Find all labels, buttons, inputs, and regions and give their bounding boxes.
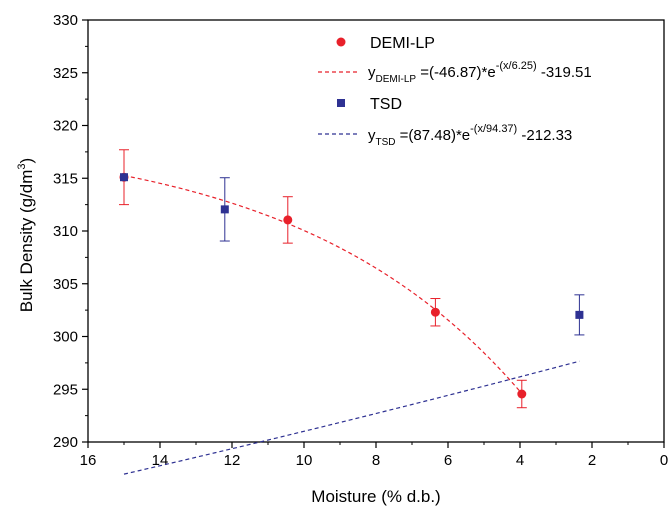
y-tick-label: 330 xyxy=(53,12,78,29)
legend-label-tsd: TSD xyxy=(370,96,402,113)
legend: DEMI-LP yDEMI-LP =(-46.87)*e-(x/6.25) -3… xyxy=(318,35,592,148)
y-tick-label: 290 xyxy=(53,434,78,451)
x-tick-label: 2 xyxy=(588,452,596,469)
fit-curve-demi-lp xyxy=(123,174,523,394)
error-bars xyxy=(119,149,585,409)
legend-label-demi-lp: DEMI-LP xyxy=(370,35,435,52)
data-point-tsd xyxy=(220,205,229,214)
x-tick-label: 16 xyxy=(80,452,97,469)
x-tick-label: 6 xyxy=(444,452,452,469)
x-tick-label: 10 xyxy=(296,452,313,469)
data-points xyxy=(119,172,584,399)
fit-curve-tsd xyxy=(123,360,580,475)
data-point-demi-lp xyxy=(517,389,527,399)
data-point-demi-lp xyxy=(430,307,440,317)
data-point-tsd xyxy=(120,173,128,182)
y-tick-label: 315 xyxy=(53,170,78,187)
y-tick-label: 305 xyxy=(53,276,78,293)
x-tick-label: 14 xyxy=(152,452,169,469)
y-tick-label: 320 xyxy=(53,118,78,135)
equation-demi-lp: yDEMI-LP =(-46.87)*e-(x/6.25) -319.51 xyxy=(368,60,592,85)
equation-tsd: yTSD =(87.48)*e-(x/94.37) -212.33 xyxy=(368,123,572,148)
fit-curves xyxy=(123,174,580,475)
x-tick-label: 0 xyxy=(660,452,668,469)
legend-marker-tsd xyxy=(337,99,345,107)
x-axis-ticks: 16 14 12 10 8 6 4 2 0 xyxy=(80,442,668,469)
data-point-tsd xyxy=(575,310,584,319)
y-tick-label: 300 xyxy=(53,329,78,346)
y-axis-title: Bulk Density (g/dm3) xyxy=(16,158,36,312)
y-axis-ticks: 290 295 300 305 310 315 320 325 330 xyxy=(53,12,88,451)
x-axis-title: Moisture (% d.b.) xyxy=(311,487,440,506)
y-tick-label: 325 xyxy=(53,65,78,82)
x-tick-label: 12 xyxy=(224,452,241,469)
y-tick-label: 310 xyxy=(53,223,78,240)
y-tick-label: 295 xyxy=(53,381,78,398)
data-point-demi-lp xyxy=(283,215,293,225)
legend-marker-demi-lp xyxy=(336,37,346,47)
x-tick-label: 4 xyxy=(516,452,524,469)
x-tick-label: 8 xyxy=(372,452,380,469)
